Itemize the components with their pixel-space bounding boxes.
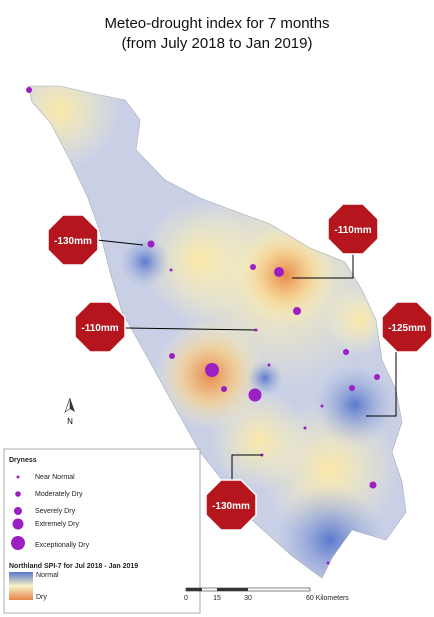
callout: -110mm <box>74 301 126 353</box>
north-arrow: N <box>64 397 75 426</box>
callout: -130mm <box>47 214 99 266</box>
legend-item: Moderately Dry <box>35 491 83 498</box>
callout: -110mm <box>327 203 379 255</box>
callout-label: -130mm <box>212 501 250 512</box>
scale-label: 30 <box>244 595 252 602</box>
ramp-label: Dry <box>36 594 47 601</box>
callout: -125mm <box>381 301 433 353</box>
north-label: N <box>67 417 73 426</box>
scale-label: 60 Kilometers <box>306 595 349 602</box>
legend-item: Exceptionally Dry <box>35 542 90 549</box>
legend: Dryness Near Normal Moderately Dry Sever… <box>3 448 201 614</box>
ramp-label: Normal <box>36 572 59 579</box>
callout: -130mm <box>205 479 257 531</box>
callout-lines <box>96 239 397 480</box>
stations <box>26 87 380 565</box>
title: Meteo-drought index for 7 months <box>104 15 329 32</box>
callout-label: -110mm <box>81 323 118 334</box>
legend-item: Severely Dry <box>35 508 76 515</box>
scale-label: 0 <box>184 595 188 602</box>
scale-label: 15 <box>213 595 221 602</box>
subtitle: (from July 2018 to Jan 2019) <box>122 35 313 52</box>
scale-bar: 0 15 30 60 Kilometers <box>184 587 349 602</box>
callout-label: -125mm <box>388 323 426 334</box>
callout-label: -110mm <box>334 225 371 236</box>
legend-item: Near Normal <box>35 474 75 481</box>
ramp-title: Northland SPI-7 for Jul 2018 - Jan 2019 <box>9 563 138 570</box>
legend-item: Extremely Dry <box>35 521 79 528</box>
callout-label: -130mm <box>54 236 92 247</box>
legend-title: Dryness <box>9 457 37 464</box>
